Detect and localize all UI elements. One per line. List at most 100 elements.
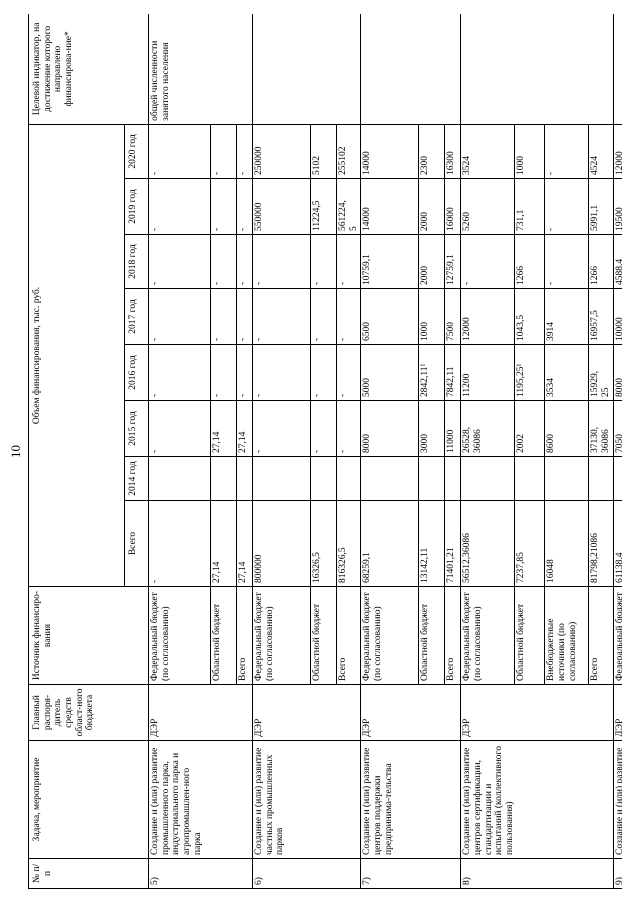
value-cell: 3534 — [544, 344, 589, 401]
value-cell: - — [210, 344, 237, 401]
task-cell: Создание и (или) развитие — [613, 740, 622, 859]
value-cell: 16326,5 — [310, 500, 337, 587]
value-cell: 11000 — [444, 400, 461, 457]
row-number: 8) — [460, 858, 613, 889]
value-cell: 1195,25¹ — [514, 344, 545, 401]
task-cell: Создание и (или) развитие промышленного … — [148, 740, 253, 859]
value-cell: - — [252, 234, 311, 289]
value-cell: 27,14 — [210, 500, 237, 587]
col-header-volume: Объем финансирования, тыс. руб. — [28, 124, 125, 587]
value-cell: 19500 — [613, 178, 622, 235]
value-cell: 2000 — [418, 178, 445, 235]
col-header-year: 2016 год — [124, 344, 149, 401]
value-cell: 10759,1 — [360, 234, 419, 289]
source-cell: Всего — [236, 586, 253, 685]
value-cell: 5260 — [460, 178, 515, 235]
value-cell: 1266 — [514, 234, 545, 289]
value-cell: - — [460, 234, 515, 289]
value-cell: 2842,11¹ — [418, 344, 445, 401]
manager-cell: ДЭР — [252, 684, 361, 741]
value-cell: 8600 — [544, 400, 589, 457]
value-cell: - — [236, 178, 253, 235]
value-cell: 37130, 36086 — [588, 400, 613, 457]
value-cell: - — [236, 234, 253, 289]
table-row: 9)Создание и (или) развитиеДЭРФедеральны… — [613, 14, 622, 889]
row-number: 7) — [360, 858, 461, 889]
value-cell: - — [310, 400, 337, 457]
value-cell: - — [252, 344, 311, 401]
source-cell: Областной бюджет — [514, 586, 545, 685]
value-cell: 7237,85 — [514, 500, 545, 587]
rotated-landscape-content: 10 № п/п Задача, мероприятие Главный рас… — [6, 14, 622, 889]
value-cell: 250000 — [252, 124, 311, 179]
target-indicator-cell — [460, 14, 613, 125]
value-cell — [210, 456, 237, 501]
budget-table: № п/п Задача, мероприятие Главный распор… — [28, 14, 622, 889]
table-row: 8) Создание и (или) развитие центров серт… — [460, 14, 613, 889]
value-cell — [613, 456, 622, 501]
source-cell: Федеральный бюджет (по согласованию) — [252, 586, 311, 685]
value-cell: - — [148, 400, 211, 457]
value-cell: 27,14 — [236, 400, 253, 457]
col-header-year: 2019 год — [124, 178, 149, 235]
value-cell: 12000 — [460, 288, 515, 345]
col-header-num: № п/п — [28, 858, 149, 889]
value-cell: 1000 — [418, 288, 445, 345]
value-cell: 14000 — [360, 178, 419, 235]
value-cell: 550000 — [252, 178, 311, 235]
col-header-year: 2015 год — [124, 400, 149, 457]
row-number: 6) — [252, 858, 361, 889]
manager-cell: ДЭР — [148, 684, 253, 741]
value-cell: - — [252, 400, 311, 457]
value-cell: - — [310, 344, 337, 401]
value-cell — [460, 456, 515, 501]
value-cell: - — [236, 344, 253, 401]
value-cell: 5102 — [310, 124, 337, 179]
value-cell — [418, 456, 445, 501]
value-cell: 26528, 36086 — [460, 400, 515, 457]
value-cell: - — [148, 500, 211, 587]
target-indicator-cell — [360, 14, 461, 125]
source-cell: Всего — [336, 586, 361, 685]
source-cell: Федеральный бюджет (по согласованию) — [460, 586, 515, 685]
col-header-manager: Главный распоря-дитель средств област-но… — [28, 684, 149, 741]
table-row: 5) Создание и (или) развитие промышленног… — [148, 14, 253, 889]
header-row-1: № п/п Задача, мероприятие Главный распор… — [28, 14, 149, 889]
value-cell: 7500 — [444, 288, 461, 345]
value-cell: 16300 — [444, 124, 461, 179]
target-indicator-cell: общей численности занятого населения — [148, 14, 253, 125]
value-cell: 3524 — [460, 124, 515, 179]
value-cell: - — [544, 124, 589, 179]
source-cell: Областной бюджет — [418, 586, 445, 685]
value-cell: 12759,1 — [444, 234, 461, 289]
value-cell — [148, 456, 211, 501]
value-cell: - — [252, 288, 311, 345]
value-cell: - — [336, 400, 361, 457]
col-header-year: 2014 год — [124, 456, 149, 501]
col-header-source: Источник финансиро-вания — [28, 586, 149, 685]
value-cell: 16048 — [544, 500, 589, 587]
col-header-target-indicator: Целевой индикатор, на достижение которог… — [28, 14, 149, 125]
value-cell: - — [210, 234, 237, 289]
task-cell: Создание и (или) развитие центров поддер… — [360, 740, 461, 859]
manager-cell: ДЭР — [360, 684, 461, 741]
row-number: 9) — [613, 858, 622, 889]
value-cell: - — [148, 234, 211, 289]
value-cell: 27,14 — [210, 400, 237, 457]
value-cell: 6500 — [360, 288, 419, 345]
value-cell: 10000 — [613, 288, 622, 345]
value-cell: 8000 — [613, 344, 622, 401]
value-cell — [310, 456, 337, 501]
table-row: 7) Создание и (или) развитие центров подд… — [360, 14, 461, 889]
manager-cell: ДЭР — [460, 684, 613, 741]
task-cell: Создание и (или) развитие центров сертиф… — [460, 740, 613, 859]
source-cell: Внебюджетные источники (по согласованию) — [544, 586, 589, 685]
value-cell: 800000 — [252, 500, 311, 587]
value-cell: 7842,11 — [444, 344, 461, 401]
value-cell: 816326,5 — [336, 500, 361, 587]
value-cell: 1266 — [588, 234, 613, 289]
value-cell: 16957,5 — [588, 288, 613, 345]
value-cell: 255102 — [336, 124, 361, 179]
value-cell: 3000 — [418, 400, 445, 457]
source-cell: Федеральный бюджет (по согласованию) — [148, 586, 211, 685]
